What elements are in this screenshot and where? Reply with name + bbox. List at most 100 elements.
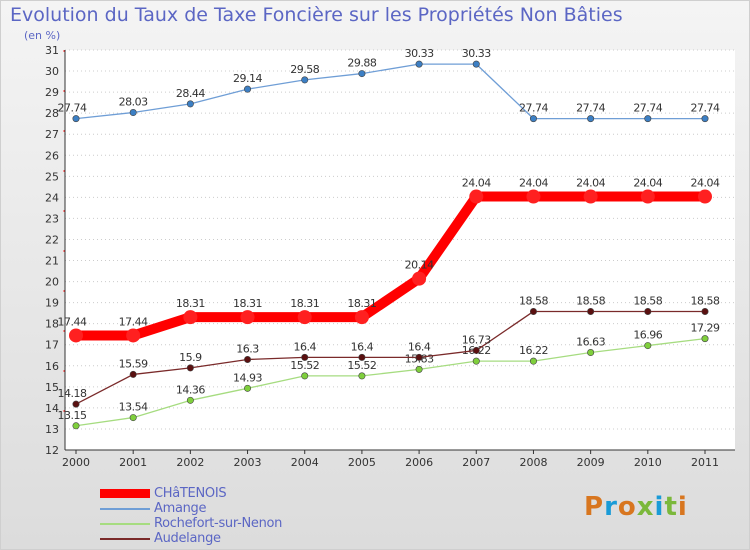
legend-swatch-rochefort	[100, 522, 150, 525]
data-label: 15.59	[119, 357, 148, 370]
data-label: 27.74	[633, 102, 662, 115]
data-label: 15.52	[290, 359, 319, 372]
data-point	[415, 60, 423, 68]
plot-area	[65, 50, 735, 450]
y-tick-label: 12	[45, 444, 59, 457]
data-label: 24.04	[691, 177, 720, 190]
data-label: 18.58	[633, 294, 662, 307]
legend-item: Rochefort-sur-Nenon	[100, 516, 282, 531]
series-line-0	[76, 191, 705, 341]
y-tick-label: 29	[45, 86, 59, 99]
data-label: 18.31	[347, 297, 376, 310]
x-tick-label: 2005	[348, 456, 376, 469]
data-label: 18.31	[176, 297, 205, 310]
data-label: 24.04	[519, 177, 548, 190]
data-label: 16.63	[576, 336, 605, 349]
data-point	[644, 115, 652, 123]
data-point	[244, 384, 252, 392]
data-point	[644, 342, 652, 350]
unit-label: (en %)	[24, 29, 61, 42]
data-point	[183, 310, 198, 325]
y-tick-label: 14	[45, 402, 59, 415]
data-label: 30.33	[462, 47, 491, 60]
y-tick-label: 15	[45, 381, 59, 394]
data-label: 14.93	[233, 371, 262, 384]
data-point	[240, 310, 255, 325]
data-point	[244, 85, 252, 93]
data-point	[129, 109, 137, 117]
data-point	[129, 414, 137, 422]
data-label: 29.58	[290, 63, 319, 76]
data-point	[526, 189, 541, 204]
data-point	[69, 328, 83, 343]
legend-item: Audelange	[100, 531, 282, 546]
data-label: 18.31	[233, 297, 262, 310]
y-tick-label: 16	[45, 360, 59, 373]
x-tick-label: 2004	[291, 456, 319, 469]
data-label: 20.14	[405, 259, 434, 272]
series-line-3	[75, 310, 705, 405]
data-label: 27.74	[691, 102, 720, 115]
data-point	[297, 310, 312, 325]
x-tick-label: 2011	[691, 456, 719, 469]
data-point	[301, 372, 309, 380]
data-point	[587, 349, 595, 357]
chart-title: Evolution du Taux de Taxe Foncière sur l…	[10, 4, 623, 26]
y-tick-label: 27	[45, 128, 59, 141]
data-point	[244, 355, 252, 363]
legend-item: CHâTENOIS	[100, 486, 282, 501]
data-point	[412, 271, 427, 286]
legend-swatch-amange	[100, 507, 150, 510]
data-label: 14.18	[58, 387, 87, 400]
x-tick-label: 2000	[62, 456, 90, 469]
data-label: 13.15	[58, 409, 87, 422]
legend-swatch-audelange	[100, 537, 150, 540]
data-label: 17.44	[58, 315, 87, 328]
data-label: 16.4	[293, 340, 316, 353]
data-label: 15.9	[179, 351, 202, 364]
data-label: 17.44	[119, 315, 148, 328]
y-tick-label: 20	[45, 276, 59, 289]
data-point	[698, 189, 712, 204]
y-tick-label: 31	[45, 44, 59, 57]
data-label: 24.04	[462, 177, 491, 190]
data-point	[354, 310, 369, 325]
data-point	[529, 357, 537, 365]
y-tick-label: 21	[45, 255, 59, 268]
data-label: 24.04	[633, 177, 662, 190]
data-label: 16.4	[351, 340, 374, 353]
data-point	[358, 372, 366, 380]
data-point	[358, 70, 366, 78]
data-point	[186, 396, 194, 404]
x-tick-label: 2010	[634, 456, 662, 469]
data-point	[472, 346, 480, 354]
data-label: 16.73	[462, 333, 491, 346]
series-line-2	[75, 337, 706, 427]
data-label: 18.58	[519, 294, 548, 307]
legend-label-audelange: Audelange	[154, 531, 221, 546]
data-label: 27.74	[519, 102, 548, 115]
data-label: 18.58	[691, 294, 720, 307]
data-label: 18.58	[576, 294, 605, 307]
data-point	[72, 400, 80, 408]
legend-label-amange: Amange	[154, 501, 207, 516]
x-tick-label: 2002	[176, 456, 204, 469]
data-point	[415, 365, 423, 373]
x-tick-label: 2003	[234, 456, 262, 469]
data-label: 24.04	[576, 177, 605, 190]
y-tick-label: 30	[45, 65, 59, 78]
data-label: 27.74	[58, 102, 87, 115]
y-tick-label: 17	[45, 339, 59, 352]
data-point	[529, 307, 537, 315]
y-tick-label: 22	[45, 233, 59, 246]
y-tick-label: 23	[45, 212, 59, 225]
data-point	[358, 353, 366, 361]
data-point	[587, 307, 595, 315]
data-point	[701, 335, 709, 343]
y-tick-label: 25	[45, 170, 59, 183]
y-tick-label: 18	[45, 318, 59, 331]
data-point	[301, 353, 309, 361]
data-label: 18.31	[290, 297, 319, 310]
legend-label-chatenois: CHâTENOIS	[154, 486, 227, 501]
